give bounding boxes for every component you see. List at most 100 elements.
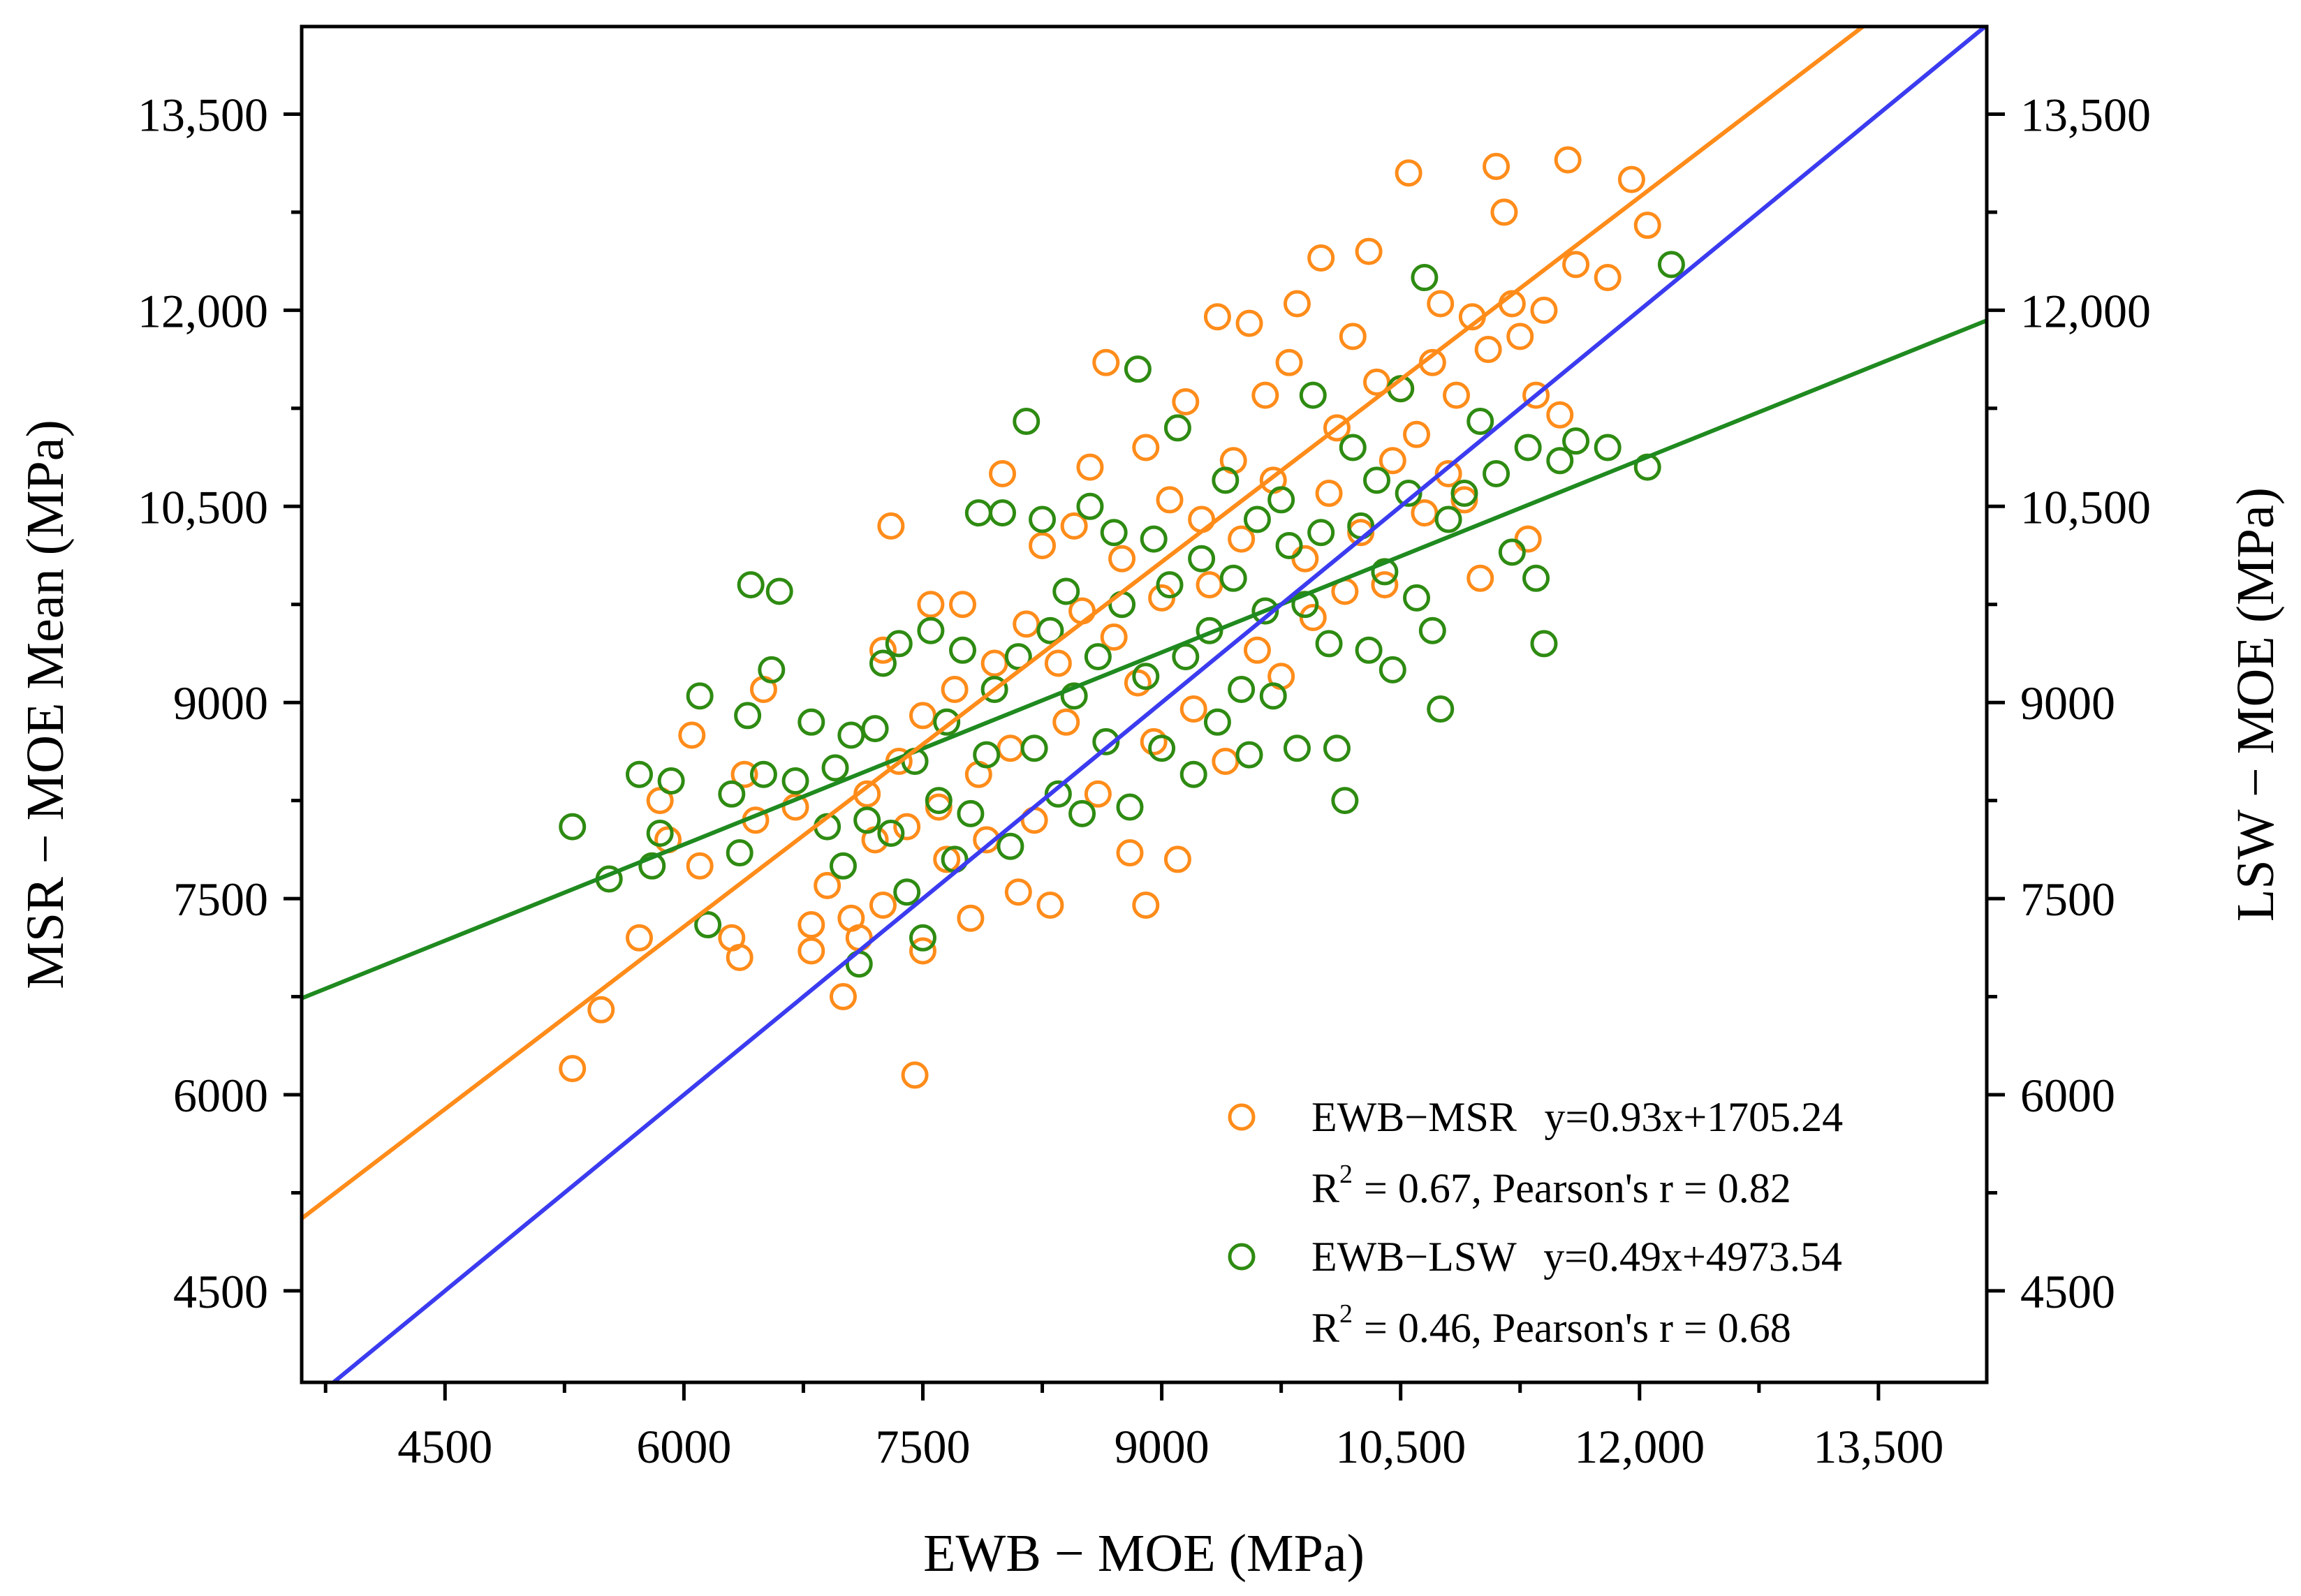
x-tick-label: 13,500 [1813,1420,1943,1473]
data-point [829,983,857,1011]
data-point [1554,146,1582,174]
data-point [1617,165,1645,193]
data-point [1522,381,1550,409]
data-point [1339,434,1367,461]
data-point [1315,480,1343,508]
data-point [1418,616,1446,644]
data-point [1044,649,1072,677]
data-point [559,813,587,841]
legend-stats-text-ewb-lsw: = 0.46, Pearson's r = 0.68 [1364,1305,1791,1351]
data-point [973,741,1001,769]
data-point [1020,734,1048,762]
y-tick-label-right: 12,000 [2020,284,2151,337]
one-to-one-line [330,27,1987,1382]
data-point [638,852,666,880]
data-point [1203,303,1231,331]
data-point [1140,727,1168,755]
data-point [1546,401,1574,429]
data-point [989,499,1017,527]
y-tick-label-left: 6000 [173,1069,268,1122]
data-point [1203,708,1231,736]
data-point [1427,695,1455,723]
data-point [964,499,992,527]
data-point [917,616,945,644]
data-point [1060,512,1088,540]
data-point [1474,336,1502,364]
data-point [909,937,936,965]
data-point [1092,348,1120,376]
legend-label-ewb-msr: EWB−MSR y=0.93x+1705.24 [1311,1094,1843,1140]
data-point [1092,727,1120,755]
data-point [1395,159,1422,187]
data-point [1052,708,1080,736]
data-point [1179,760,1207,788]
data-point [980,675,1008,703]
data-point [933,845,961,873]
data-point [1522,564,1550,592]
data-point [726,943,753,971]
data-point [1307,519,1335,547]
data-point [718,780,746,808]
data-point [694,911,722,939]
axes-layer: 4500 6000 7500 9000 10,500 12,000 13,500 4500 45… [138,88,2151,1473]
data-point [781,767,809,795]
data-point [1323,414,1351,442]
data-point [1379,447,1406,475]
data-point [917,591,945,619]
data-point [1299,603,1327,631]
data-point [1052,577,1080,605]
data-point [1506,323,1534,350]
legend-r2-symbol-ewb-msr: R [1311,1165,1339,1211]
data-point [1163,414,1191,442]
data-point [1490,198,1518,226]
x-tick-label: 4500 [397,1420,492,1473]
y-tick-label-right: 10,500 [2020,480,2151,533]
x-tick-label: 7500 [875,1420,970,1473]
data-point [1355,636,1383,664]
data-point [1044,780,1072,808]
data-point [1076,492,1104,520]
data-point [1148,734,1176,762]
data-point [686,852,714,880]
data-point [781,793,809,821]
data-point [1530,630,1558,658]
data-point [1243,505,1271,533]
data-point [678,721,706,749]
data-point [1323,734,1351,762]
data-point [646,819,674,847]
data-point [1076,453,1104,481]
data-point [869,891,897,919]
y-tick-label-right: 6000 [2020,1069,2115,1122]
data-point [1132,434,1160,461]
data-point [997,832,1024,860]
data-point [1148,584,1176,612]
data-point [1196,571,1223,599]
data-point [1514,525,1542,553]
data-point [1283,734,1311,762]
y-tick-label-right: 13,500 [2020,88,2151,141]
data-point [734,702,762,730]
data-point [941,675,969,703]
data-point [626,760,654,788]
y-axis-title-right: LSW − MOE (MPa) [2226,487,2285,922]
data-point [1188,545,1216,572]
regression-line-ewb-lsw [302,318,1987,1000]
data-point [1243,636,1271,664]
data-point [1060,682,1088,710]
legend: EWB−MSR y=0.93x+1705.24 R2 = 0.67, Pearson… [1228,1094,1843,1351]
data-point [1163,845,1191,873]
data-point [1013,408,1041,436]
x-axis-title: EWB − MOE (MPa) [923,1524,1365,1583]
data-point [1562,427,1590,455]
series-ewb-lsw [559,251,1685,978]
data-point [1132,891,1160,919]
data-point [909,924,936,952]
data-point [1212,747,1240,775]
data-point [626,924,654,952]
data-point [758,656,786,684]
data-point [1219,564,1247,592]
data-point [837,721,865,749]
data-point [1084,780,1112,808]
data-point [1339,323,1367,350]
data-point [1140,525,1168,553]
